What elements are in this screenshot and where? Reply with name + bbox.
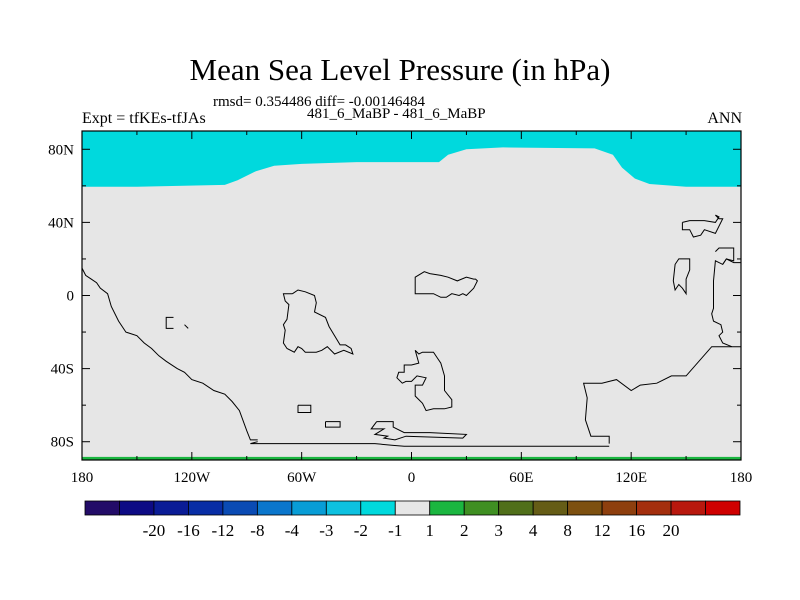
colorbar-label-5: -3 [319, 521, 333, 540]
x-tick-label-6: 180 [730, 470, 753, 486]
x-tick-label-0: 180 [71, 470, 94, 486]
y-tick-label-0: 80N [48, 142, 74, 158]
colorbar-box-16 [636, 500, 672, 516]
colorbar-box-5 [256, 500, 293, 516]
coastline-8 [414, 271, 479, 298]
colorbar-label-14: 16 [628, 521, 645, 540]
coastline-12 [297, 404, 312, 413]
field-background [82, 131, 741, 460]
y-tick-label-3: 40S [51, 362, 74, 378]
colorbar-label-9: 2 [460, 521, 469, 540]
x-tick-label-2: 60W [287, 470, 317, 486]
colorbar-label-8: 1 [425, 521, 434, 540]
x-tick-label-5: 120E [615, 470, 647, 486]
y-tick-label-4: 80S [51, 435, 74, 451]
coastline-5 [672, 258, 691, 296]
colorbar-label-15: 20 [663, 521, 680, 540]
coastline-1 [250, 441, 610, 447]
coastline-9 [396, 349, 453, 412]
colorbar-label-13: 12 [594, 521, 611, 540]
coastline-11 [184, 324, 189, 329]
coastline-7 [282, 289, 354, 355]
colorbar-label-4: -4 [285, 521, 300, 540]
x-tick-label-1: 120W [173, 470, 211, 486]
colorbar-box-14 [567, 500, 603, 516]
colorbar-box-10 [429, 500, 465, 516]
colorbar-box-18 [705, 500, 741, 516]
colorbar-box-13 [532, 500, 569, 516]
coastline-2 [582, 346, 741, 444]
chart-title: Mean Sea Level Pressure (in hPa) [189, 52, 611, 87]
colorbar-label-0: -20 [143, 521, 166, 540]
x-tick-label-3: 0 [408, 470, 416, 486]
colorbar-box-6 [291, 500, 327, 516]
coastline-0 [81, 267, 258, 441]
colorbar-label-1: -16 [177, 521, 200, 540]
colorbar-label-10: 3 [494, 521, 503, 540]
coastline-14 [370, 421, 468, 441]
colorbar-label-3: -8 [250, 521, 264, 540]
colorbar-box-7 [325, 500, 362, 516]
colorbar-box-2 [153, 500, 189, 516]
colorbar-box-17 [670, 500, 706, 516]
colorbar-label-11: 4 [529, 521, 538, 540]
colorbar-box-12 [498, 500, 534, 516]
colorbar-box-1 [119, 500, 155, 516]
colorbar-box-9 [394, 500, 431, 516]
colorbar-label-12: 8 [563, 521, 572, 540]
colorbar-box-11 [463, 500, 500, 516]
x-tick-label-4: 60E [509, 470, 533, 486]
region-negative-anomaly [82, 131, 741, 187]
coastline-6 [681, 214, 724, 238]
y-tick-label-1: 40N [48, 215, 74, 231]
chart-subtitle: 481_6_MaBP - 481_6_MaBP [307, 106, 486, 122]
colorbar-label-2: -12 [212, 521, 235, 540]
coastline-13 [325, 421, 341, 428]
y-tick-label-2: 0 [67, 289, 75, 305]
colorbar-box-15 [601, 500, 637, 516]
coastline-10 [165, 316, 174, 329]
colorbar-box-4 [222, 500, 258, 516]
stats-text: rmsd= 0.354486 diff= -0.00146484 [213, 94, 426, 110]
colorbar-box-8 [360, 500, 396, 516]
colorbar-label-7: -1 [388, 521, 402, 540]
colorbar-label-6: -2 [354, 521, 368, 540]
colorbar-box-3 [188, 500, 224, 516]
coastline-4 [715, 247, 735, 265]
experiment-label: Expt = tfKEs-tfJAs [82, 110, 206, 127]
season-label: ANN [707, 110, 742, 127]
colorbar-box-0 [84, 500, 120, 516]
